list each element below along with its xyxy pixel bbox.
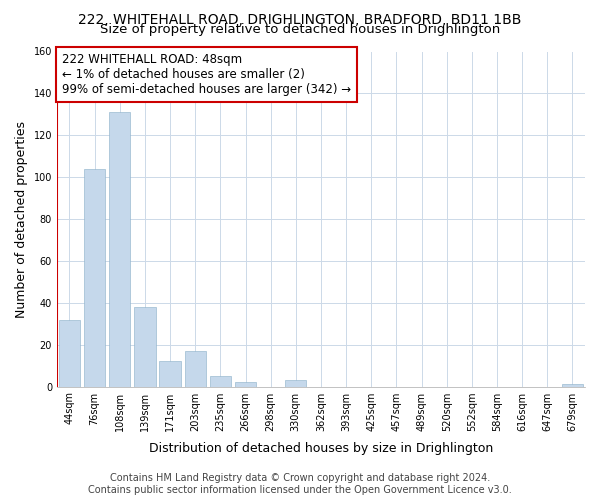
Bar [84, 169, 106, 386]
Bar [562, 384, 583, 386]
Bar [185, 351, 206, 386]
Text: Contains HM Land Registry data © Crown copyright and database right 2024.
Contai: Contains HM Land Registry data © Crown c… [88, 474, 512, 495]
Bar [209, 376, 231, 386]
Bar [160, 362, 181, 386]
Bar [235, 382, 256, 386]
X-axis label: Distribution of detached houses by size in Drighlington: Distribution of detached houses by size … [149, 442, 493, 455]
Bar [285, 380, 307, 386]
Bar [134, 307, 155, 386]
Text: 222, WHITEHALL ROAD, DRIGHLINGTON, BRADFORD, BD11 1BB: 222, WHITEHALL ROAD, DRIGHLINGTON, BRADF… [79, 12, 521, 26]
Y-axis label: Number of detached properties: Number of detached properties [15, 120, 28, 318]
Bar [109, 112, 130, 386]
Text: Size of property relative to detached houses in Drighlington: Size of property relative to detached ho… [100, 22, 500, 36]
Text: 222 WHITEHALL ROAD: 48sqm
← 1% of detached houses are smaller (2)
99% of semi-de: 222 WHITEHALL ROAD: 48sqm ← 1% of detach… [62, 53, 352, 96]
Bar [59, 320, 80, 386]
